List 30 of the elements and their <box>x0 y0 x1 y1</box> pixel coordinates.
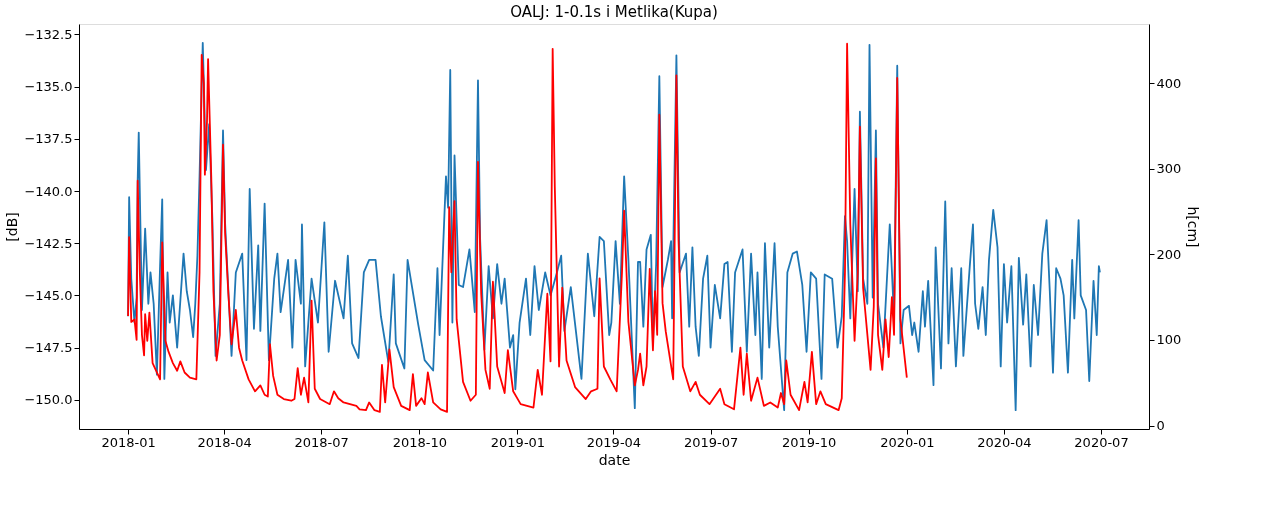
y2-tick-label: 200 <box>1156 246 1182 262</box>
x-tick-label: 2018-10 <box>392 434 447 450</box>
line-series <box>127 41 1101 412</box>
x-tick-label: 2019-04 <box>586 434 642 450</box>
y-tick-label: −132.5 <box>24 26 73 42</box>
x-tick-label: 2019-07 <box>683 434 739 450</box>
x-tick-label: 2018-01 <box>101 434 156 450</box>
y2-axis-title: h[cm] <box>1185 206 1202 248</box>
x-tick-label: 2019-10 <box>782 434 837 450</box>
y-tick-label: −135.0 <box>24 79 73 95</box>
x-axis-title: date <box>598 451 631 468</box>
y-tick-label: −147.5 <box>24 340 73 356</box>
y2-tick-label: 400 <box>1156 75 1182 91</box>
y-tick-label: −137.5 <box>24 131 73 147</box>
x-tick-label: 2018-07 <box>294 434 349 450</box>
y2-tick-label: 0 <box>1156 418 1165 434</box>
y2-tick-label: 100 <box>1156 332 1182 348</box>
x-tick-label: 2019-01 <box>490 434 546 450</box>
y-axis-title: [dB] <box>4 212 21 242</box>
x-tick-label: 2020-01 <box>880 434 935 450</box>
y-tick-label: −140.0 <box>24 183 73 199</box>
chart-title: OALJ: 1-0.1s i Metlika(Kupa) <box>510 3 718 21</box>
line-series <box>127 42 908 413</box>
x-tick-label: 2018-04 <box>197 434 252 450</box>
y-tick-label: −142.5 <box>24 235 73 251</box>
y-tick-label: −145.0 <box>24 287 73 303</box>
y2-tick-label: 300 <box>1156 161 1182 177</box>
y-tick-label: −150.0 <box>24 392 73 408</box>
x-tick-label: 2020-07 <box>1074 434 1129 450</box>
x-tick-label: 2020-04 <box>977 434 1032 450</box>
